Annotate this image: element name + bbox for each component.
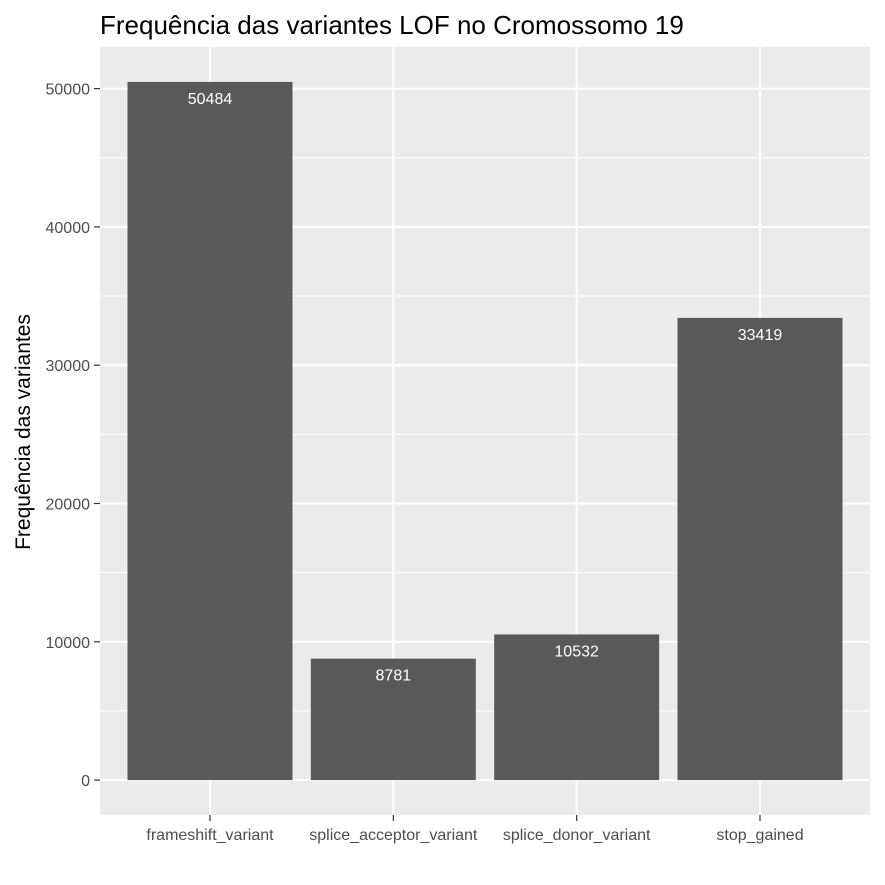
x-tick-label: frameshift_variant xyxy=(146,827,274,844)
x-tick-label: splice_acceptor_variant xyxy=(309,827,478,844)
data-label: 50484 xyxy=(188,91,233,108)
y-tick-label: 30000 xyxy=(46,358,91,375)
data-label: 33419 xyxy=(738,327,783,344)
y-axis: 0 10000 20000 30000 40000 50000 xyxy=(46,82,100,790)
y-axis-label: Frequência das variantes xyxy=(12,314,35,550)
bar-splice_acceptor_variant xyxy=(310,658,476,781)
x-tick-label: stop_gained xyxy=(716,827,803,844)
data-label: 8781 xyxy=(376,668,412,685)
x-tick-label: splice_donor_variant xyxy=(503,827,651,844)
chart-title: Frequência das variantes LOF no Cromosso… xyxy=(100,10,684,40)
data-labels: 50484 8781 10532 33419 xyxy=(188,91,783,685)
y-tick-label: 0 xyxy=(81,773,90,790)
y-tick-label: 20000 xyxy=(46,496,91,513)
bar-frameshift_variant xyxy=(127,81,293,781)
bar-splice_donor_variant xyxy=(494,634,660,781)
y-tick-label: 10000 xyxy=(46,635,91,652)
x-axis: frameshift_variant splice_acceptor_varian… xyxy=(146,815,804,844)
y-tick-label: 50000 xyxy=(46,82,91,99)
y-tick-label: 40000 xyxy=(46,220,91,237)
bars xyxy=(127,81,843,781)
data-label: 10532 xyxy=(554,643,599,660)
bar-stop_gained xyxy=(677,317,843,781)
